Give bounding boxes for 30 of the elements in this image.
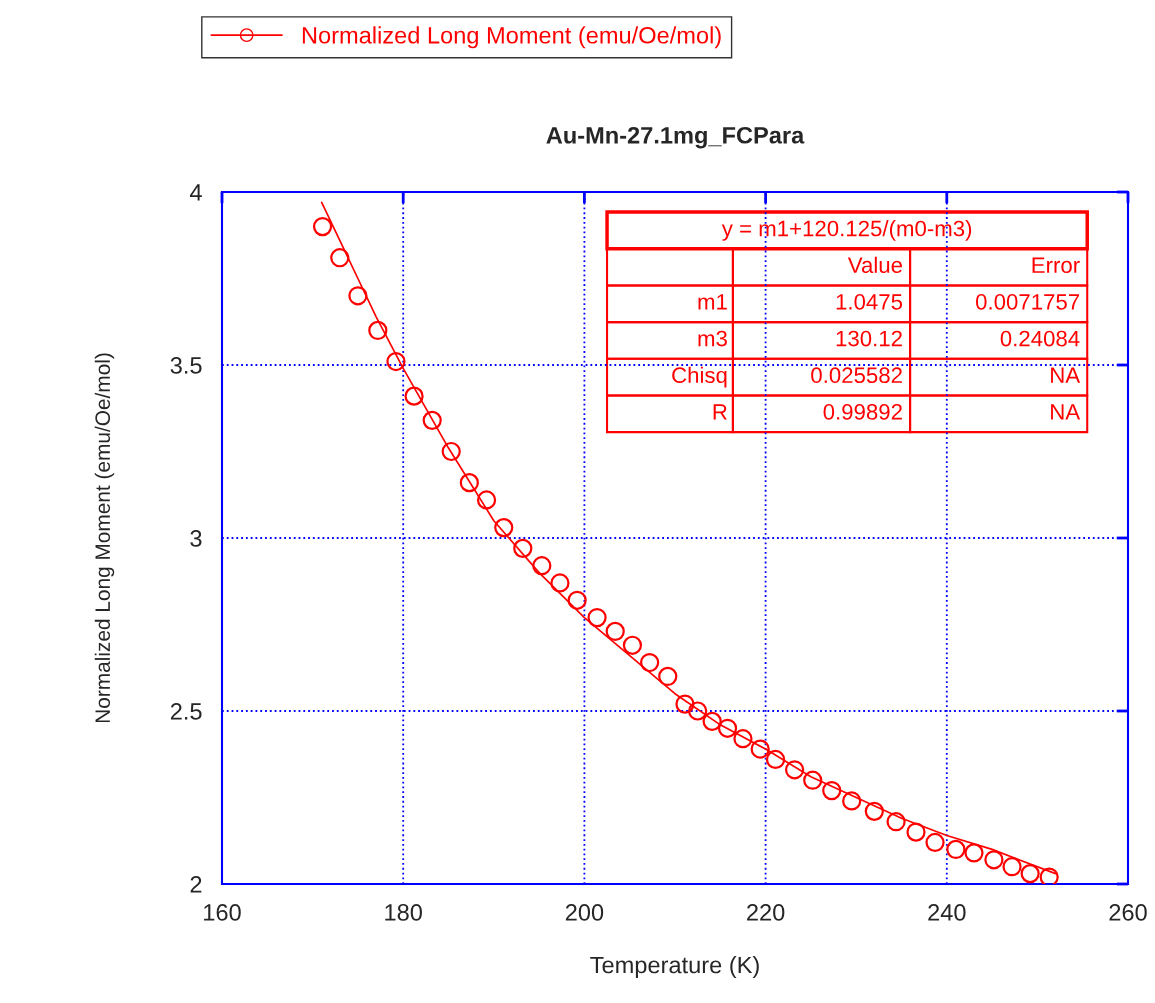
legend-label: Normalized Long Moment (emu/Oe/mol): [302, 26, 721, 49]
y-axis-title: Normalized Long Moment (emu/Oe/mol): [94, 353, 115, 723]
annotation: 0.24084: [1000, 330, 1080, 347]
y-tick-label: 4: [189, 184, 202, 201]
annotation: NA: [1051, 404, 1081, 420]
y-tick-label: 2: [190, 876, 202, 893]
y-tick-label: 3.5: [170, 357, 202, 374]
annotation: Value: [847, 256, 903, 274]
annotation: m1: [698, 294, 727, 310]
x-axis-title: Temperature (K): [590, 956, 759, 979]
x-tick-label: 260: [1109, 904, 1147, 921]
x-tick-label: 200: [565, 904, 604, 921]
annotation: 0.99892: [823, 404, 902, 420]
annotation: Chisq: [672, 366, 727, 388]
annotation: 130.12: [836, 330, 902, 347]
x-tick-label: 160: [204, 904, 241, 921]
annotation: 1.0475: [836, 293, 903, 310]
annotation: NA: [1051, 367, 1081, 383]
annotation: R: [713, 404, 727, 420]
annotation: m3: [698, 330, 727, 347]
y-tick-label: 3: [190, 530, 202, 547]
annotation: 0.025582: [811, 367, 902, 384]
x-tick-label: 240: [928, 904, 966, 921]
y-tick-label: 2.5: [170, 703, 202, 720]
x-tick-label: 180: [385, 904, 422, 921]
annotation: Error: [1032, 257, 1080, 274]
annotation: y = m1+120.125/(m0-m3): [721, 220, 972, 241]
x-tick-label: 220: [747, 904, 785, 921]
annotation: 0.0071757: [975, 293, 1080, 310]
chart-title: Au-Mn-27.1mg_FCPara: [546, 126, 805, 149]
